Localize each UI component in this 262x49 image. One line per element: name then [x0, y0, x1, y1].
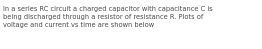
Text: In a series RC circuit a charged capacitor with capacitance C is
being discharge: In a series RC circuit a charged capacit…: [3, 6, 213, 28]
